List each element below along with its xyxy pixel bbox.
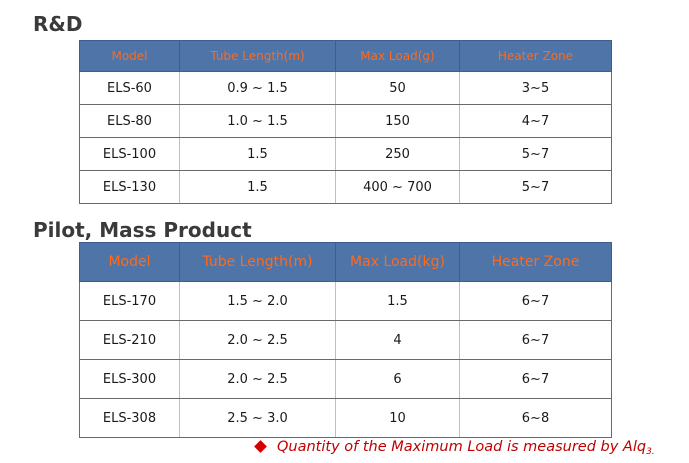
diamond-bullet-icon: [254, 440, 267, 453]
cell-tube-length: 1.5 ~ 2.0: [179, 281, 336, 321]
cell-model: ELS-300: [79, 359, 180, 399]
section-title-pilot-mass-product: Pilot, Mass Product: [33, 218, 252, 242]
cell-tube-length: 2.0 ~ 2.5: [179, 320, 336, 360]
table-header-row: Model Tube Length(m) Max Load(g) Heater Zon…: [79, 40, 612, 72]
column-header-max-load: Max Load(kg): [335, 242, 460, 282]
cell-model: ELS-170: [79, 281, 180, 321]
cell-model: ELS-308: [79, 398, 180, 438]
cell-max-load: 250: [335, 137, 460, 171]
cell-max-load: 6: [335, 359, 460, 399]
cell-heater-zone: 6~7: [459, 320, 612, 360]
cell-max-load: 1.5: [335, 281, 460, 321]
cell-model: ELS-80: [79, 104, 180, 138]
cell-heater-zone: 3~5: [459, 71, 612, 105]
table-row: ELS-170 1.5 ~ 2.0 1.5 6~7: [79, 281, 612, 321]
cell-heater-zone: 6~7: [459, 281, 612, 321]
cell-tube-length: 2.5 ~ 3.0: [179, 398, 336, 438]
cell-model: ELS-130: [79, 170, 180, 204]
table-row: ELS-300 2.0 ~ 2.5 6 6~7: [79, 359, 612, 399]
cell-tube-length: 1.5: [179, 170, 336, 204]
column-header-heater-zone: Heater Zone: [459, 242, 612, 282]
footnote-text: Quantity of the Maximum Load is measured…: [277, 439, 647, 455]
footnote: Quantity of the Maximum Load is measured…: [252, 436, 682, 458]
footnote-subscript: 3.: [646, 447, 655, 457]
table-row: ELS-60 0.9 ~ 1.5 50 3~5: [79, 71, 612, 105]
cell-tube-length: 2.0 ~ 2.5: [179, 359, 336, 399]
cell-tube-length: 1.0 ~ 1.5: [179, 104, 336, 138]
cell-heater-zone: 6~8: [459, 398, 612, 438]
column-header-tube-length: Tube Length(m): [179, 242, 336, 282]
cell-tube-length: 1.5: [179, 137, 336, 171]
table-row: ELS-100 1.5 250 5~7: [79, 137, 612, 171]
cell-max-load: 400 ~ 700: [335, 170, 460, 204]
column-header-heater-zone: Heater Zone: [459, 40, 612, 72]
cell-heater-zone: 5~7: [459, 170, 612, 204]
cell-heater-zone: 6~7: [459, 359, 612, 399]
rnd-spec-table: Model Tube Length(m) Max Load(g) Heater Zon…: [79, 40, 612, 204]
cell-max-load: 50: [335, 71, 460, 105]
column-header-tube-length: Tube Length(m): [179, 40, 336, 72]
column-header-model: Model: [79, 242, 180, 282]
cell-tube-length: 0.9 ~ 1.5: [179, 71, 336, 105]
table-header-row: Model Tube Length(m) Max Load(kg) Heater Zo…: [79, 242, 612, 282]
column-header-max-load: Max Load(g): [335, 40, 460, 72]
table-row: ELS-210 2.0 ~ 2.5 4 6~7: [79, 320, 612, 360]
cell-model: ELS-100: [79, 137, 180, 171]
section-title-rnd: R&D: [33, 12, 83, 36]
cell-max-load: 10: [335, 398, 460, 438]
cell-max-load: 150: [335, 104, 460, 138]
cell-max-load: 4: [335, 320, 460, 360]
cell-model: ELS-210: [79, 320, 180, 360]
cell-heater-zone: 4~7: [459, 104, 612, 138]
column-header-model: Model: [79, 40, 180, 72]
table-row: ELS-308 2.5 ~ 3.0 10 6~8: [79, 398, 612, 438]
cell-model: ELS-60: [79, 71, 180, 105]
table-row: ELS-80 1.0 ~ 1.5 150 4~7: [79, 104, 612, 138]
table-row: ELS-130 1.5 400 ~ 700 5~7: [79, 170, 612, 204]
cell-heater-zone: 5~7: [459, 137, 612, 171]
pilot-mass-product-spec-table: Model Tube Length(m) Max Load(kg) Heater Zo…: [79, 242, 612, 438]
